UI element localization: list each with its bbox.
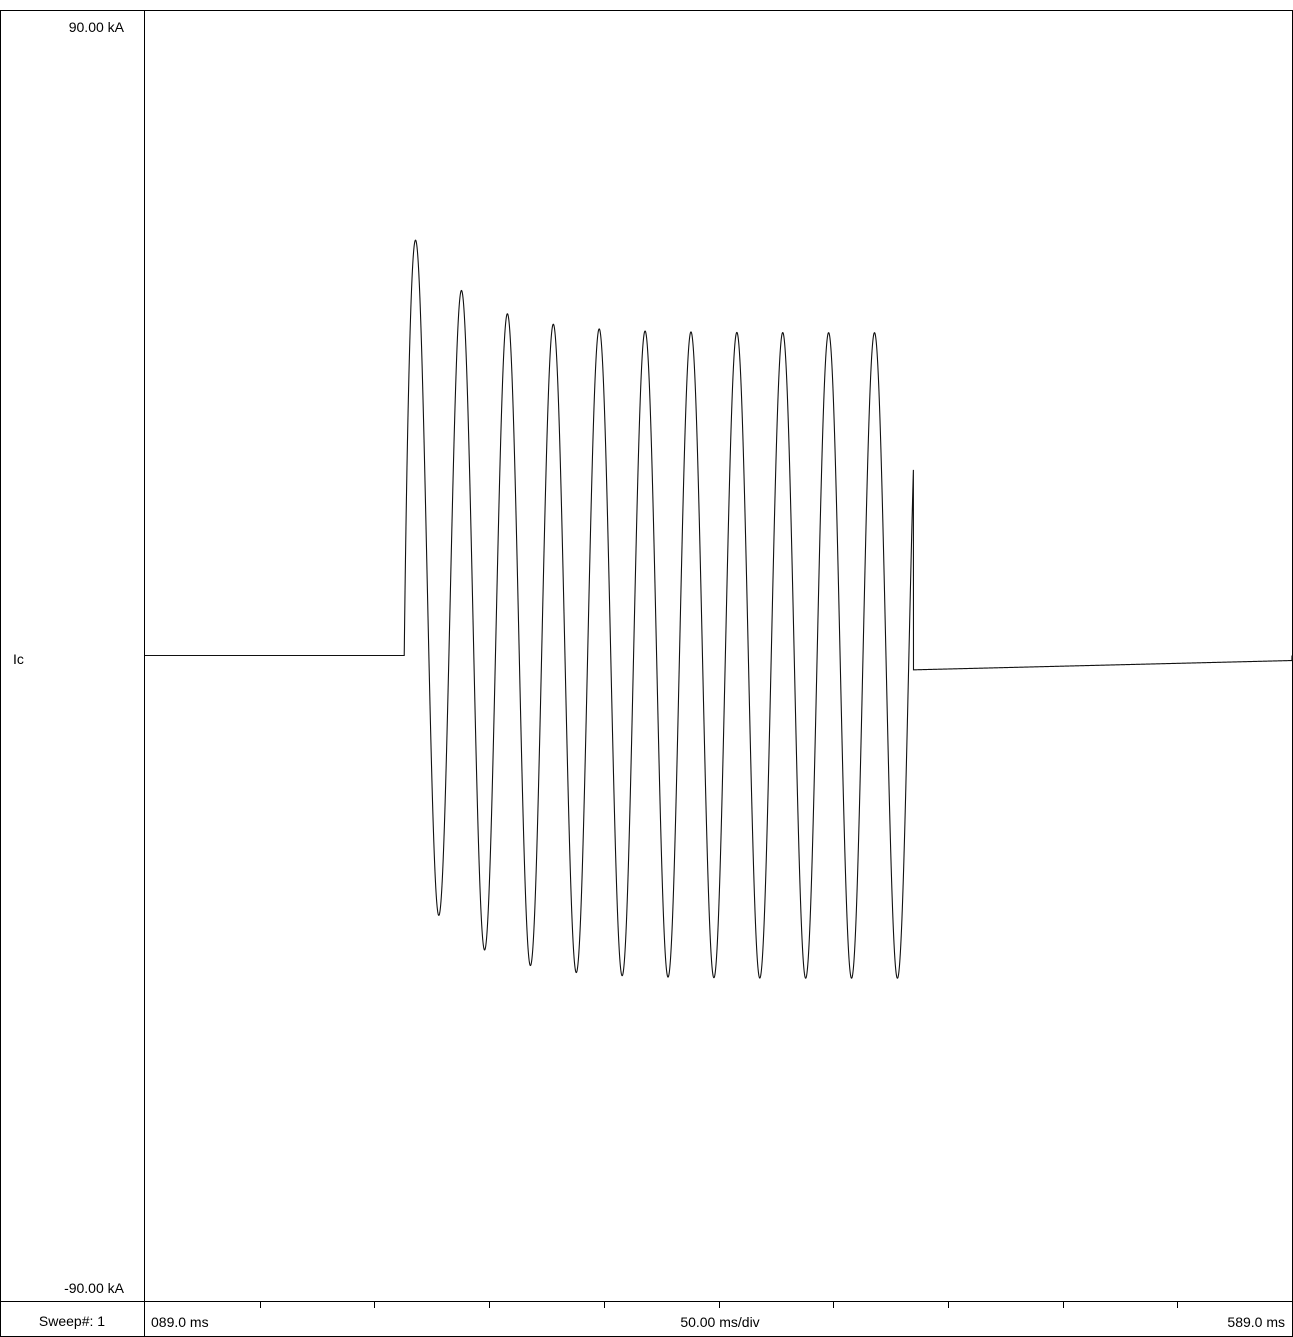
x-scale-label: 50.00 ms/div — [680, 1314, 760, 1330]
y-max-label: 90.00 kA — [68, 19, 124, 35]
series-ic — [145, 239, 1293, 979]
y-min-label: -90.00 kA — [64, 1280, 124, 1296]
sweep-number: Sweep#: 1 — [38, 1313, 106, 1329]
x-end-label: 589.0 ms — [1227, 1314, 1285, 1330]
channel-label: Ic — [13, 651, 24, 667]
x-tick-marks — [260, 1301, 1178, 1308]
ic-trace-line — [145, 239, 1293, 979]
x-start-label: 089.0 ms — [151, 1314, 209, 1330]
plot-border — [0, 10, 1293, 1337]
